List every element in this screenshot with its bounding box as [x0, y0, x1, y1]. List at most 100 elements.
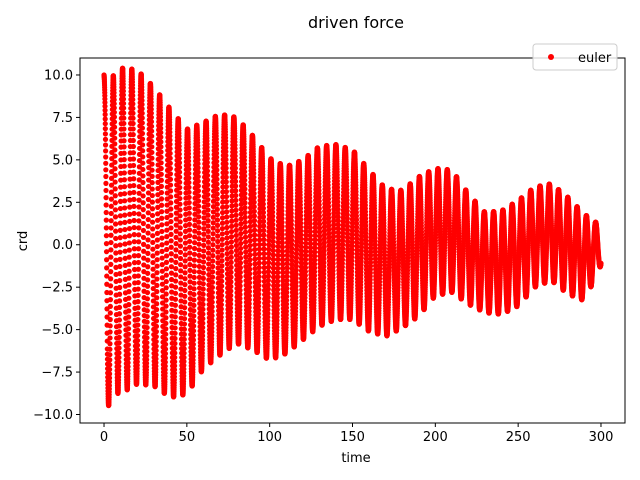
data-point: [191, 291, 197, 298]
data-point: [257, 223, 263, 229]
data-point: [159, 222, 165, 228]
data-point: [153, 329, 159, 335]
data-point: [241, 161, 248, 167]
data-point: [238, 226, 244, 232]
data-point: [205, 234, 211, 240]
data-point: [228, 254, 234, 260]
data-point: [113, 235, 119, 242]
data-point: [275, 252, 281, 258]
data-point: [143, 360, 150, 366]
data-point: [121, 170, 127, 176]
data-point: [289, 249, 295, 256]
data-point: [275, 248, 281, 254]
data-point: [177, 201, 183, 207]
data-point: [195, 198, 202, 204]
data-point: [116, 298, 123, 304]
data-point: [218, 302, 224, 308]
data-point: [111, 93, 117, 99]
data-point: [186, 233, 193, 239]
data-point: [209, 313, 215, 319]
data-point: [187, 267, 193, 273]
data-point: [316, 202, 322, 208]
data-point: [274, 299, 280, 305]
data-point: [173, 259, 179, 265]
data-point: [316, 217, 323, 223]
data-point: [261, 278, 268, 285]
data-point: [154, 289, 160, 295]
data-point: [210, 247, 216, 253]
data-point: [150, 226, 156, 232]
data-point: [182, 264, 188, 270]
data-point: [284, 248, 290, 254]
data-point: [331, 226, 337, 232]
data-point: [186, 216, 192, 222]
data-point: [223, 165, 229, 171]
data-point: [271, 283, 277, 289]
data-point: [155, 204, 161, 210]
data-point: [191, 297, 197, 303]
data-point: [186, 194, 192, 200]
data-point: [279, 204, 285, 210]
data-point: [251, 190, 257, 197]
data-point: [219, 273, 225, 279]
data-point: [275, 231, 281, 237]
data-point: [307, 206, 313, 212]
data-point: [131, 182, 137, 189]
data-point: [215, 265, 221, 271]
data-point: [182, 240, 188, 246]
data-point: [127, 197, 133, 203]
data-point: [117, 213, 123, 219]
data-point: [127, 211, 133, 217]
data-point: [103, 160, 109, 166]
data-point: [340, 245, 346, 252]
data-point: [261, 223, 267, 229]
data-point: [144, 330, 150, 336]
data-point: [344, 208, 350, 214]
data-point: [354, 262, 360, 268]
data-point: [274, 287, 281, 293]
data-point: [280, 269, 286, 276]
data-point: [108, 203, 114, 209]
data-point: [150, 279, 156, 285]
data-point: [223, 161, 229, 167]
data-point: [163, 315, 169, 321]
data-point: [311, 280, 317, 286]
data-point: [112, 135, 118, 141]
data-point: [279, 215, 285, 222]
data-point: [140, 193, 146, 199]
data-point: [260, 197, 266, 203]
data-point: [135, 279, 141, 286]
data-point: [326, 239, 332, 245]
data-point: [298, 256, 304, 262]
data-point: [130, 137, 136, 144]
data-point: [191, 274, 197, 281]
data-point: [113, 257, 119, 263]
data-point: [265, 310, 271, 316]
data-point: [127, 183, 133, 189]
data-point: [233, 192, 239, 199]
data-point: [173, 266, 179, 272]
data-point: [163, 259, 170, 265]
data-point: [228, 283, 234, 290]
data-point: [103, 148, 109, 154]
data-point: [122, 248, 128, 254]
data-point: [326, 211, 332, 217]
data-point: [103, 241, 110, 247]
data-point: [261, 274, 267, 280]
data-point: [326, 219, 332, 225]
data-point: [297, 213, 304, 219]
data-point: [117, 198, 124, 204]
data-point: [266, 246, 272, 252]
data-point: [283, 305, 290, 311]
data-point: [120, 96, 127, 102]
data-point: [103, 225, 109, 231]
data-point: [279, 223, 285, 229]
data-point: [112, 179, 118, 185]
data-point: [169, 283, 175, 289]
data-point: [182, 270, 188, 276]
data-point: [172, 302, 178, 308]
data-point: [205, 207, 211, 213]
data-point: [298, 248, 304, 254]
data-point: [173, 247, 179, 253]
